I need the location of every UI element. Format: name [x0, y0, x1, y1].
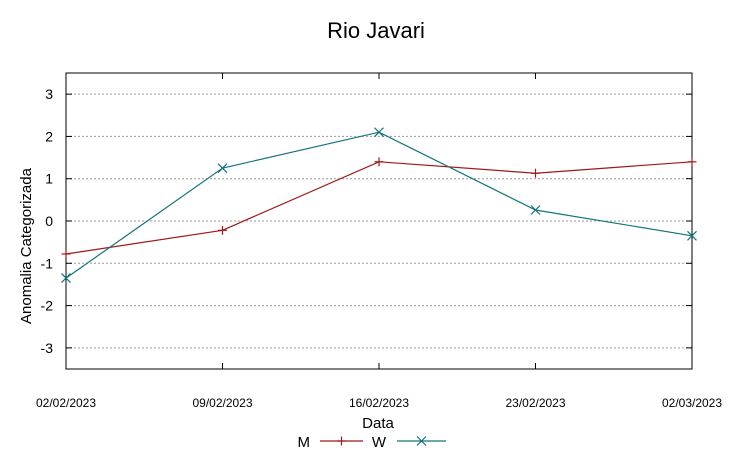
- series: [61, 127, 697, 284]
- x-tick-label: 23/02/2023: [505, 396, 565, 410]
- y-axis: 3 2 1 0 -1 -2 -3: [41, 86, 692, 356]
- y-tick-label: 0: [45, 213, 53, 229]
- y-tick-label: 3: [45, 86, 53, 102]
- legend-marker: [416, 436, 427, 446]
- data-point-w: [61, 273, 71, 284]
- legend-label: W: [372, 434, 387, 451]
- x-tick-label: 09/02/2023: [192, 396, 252, 410]
- y-axis-label: Anomalia Categorizada: [18, 167, 35, 324]
- grid-lines: [66, 93, 692, 349]
- y-tick-label: -2: [41, 298, 54, 314]
- x-tick-label: 02/03/2023: [662, 396, 722, 410]
- data-point-w: [217, 163, 228, 174]
- x-tick-label: 02/02/2023: [36, 396, 96, 410]
- x-axis: 02/02/2023 09/02/2023 16/02/2023 23/02/2023…: [36, 73, 722, 410]
- legend-item-w: W: [372, 434, 446, 451]
- series-m: [61, 157, 697, 259]
- y-tick-label: -1: [41, 255, 54, 271]
- data-point-w: [687, 230, 697, 241]
- legend-label: M: [298, 434, 311, 451]
- data-point-w: [530, 205, 541, 215]
- series-line-w: [65, 131, 693, 279]
- x-axis-label: Data: [362, 415, 394, 432]
- x-tick-label: 16/02/2023: [349, 396, 409, 410]
- y-tick-label: -3: [41, 340, 54, 356]
- y-tick-label: 1: [45, 171, 53, 187]
- series-line-m: [65, 161, 693, 255]
- legend-item-m: M: [298, 434, 363, 451]
- chart-title: Rio Javari: [327, 18, 425, 43]
- series-w: [61, 127, 697, 284]
- data-point-w: [374, 127, 384, 138]
- y-tick-label: 2: [45, 128, 53, 144]
